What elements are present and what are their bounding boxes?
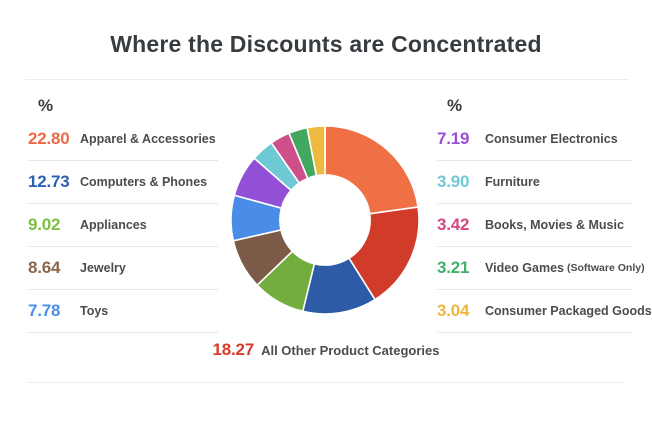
legend-value: 18.27 (212, 340, 255, 359)
legend-label: Appliances (80, 218, 147, 232)
donut-slice-consumer-packaged-goods (306, 125, 326, 177)
percent-header-left: % (38, 96, 54, 115)
percent-header-right: % (447, 96, 463, 115)
legend-label: Toys (80, 304, 109, 318)
legend-value: 3.04 (437, 301, 470, 320)
legend-item-furniture: 3.90 Furniture (437, 161, 633, 204)
page-title: Where the Discounts are Concentrated (110, 31, 542, 57)
legend-label: Video Games (485, 261, 564, 275)
legend-item-books-movies-music: 3.42 Books, Movies & Music (437, 204, 633, 247)
legend-label: Computers & Phones (80, 175, 208, 189)
title-divider (25, 79, 628, 80)
legend-item-appliances: 9.02 Appliances (28, 204, 218, 247)
legend-item-toys: 7.78 Toys (28, 290, 218, 333)
legend-label-small: (Software Only) (566, 262, 645, 274)
legend-label: Consumer Electronics (485, 132, 618, 146)
legend-value: 7.19 (437, 129, 470, 148)
donut-slice-apparel-accessories (324, 125, 420, 215)
legend-item-apparel-accessories: 22.80 Apparel & Accessories (28, 118, 218, 161)
bottom-divider (28, 382, 624, 383)
legend-item-computers-phones: 12.73 Computers & Phones (28, 161, 218, 204)
legend-item-video-games: 3.21 Video Games (Software Only) (437, 247, 645, 290)
legend-right: % 7.19 Consumer Electronics 3.90 Furnitu… (437, 94, 652, 333)
legend-left: % 22.80 Apparel & Accessories 12.73 Comp… (28, 94, 218, 333)
legend-item-all-other-categories: 18.27 All Other Product Categories (0, 340, 652, 360)
legend-item-consumer-electronics: 7.19 Consumer Electronics (437, 118, 633, 161)
donut-chart-container (229, 124, 421, 316)
legend-value: 3.42 (437, 215, 470, 234)
legend-label: Consumer Packaged Goods (485, 304, 652, 318)
legend-label: Furniture (485, 175, 540, 189)
legend-item-consumer-packaged-goods: 3.04 Consumer Packaged Goods (437, 290, 652, 333)
legend-value: 3.21 (437, 258, 470, 277)
donut-chart (230, 125, 420, 315)
legend-value: 7.78 (28, 301, 61, 320)
legend-value: 9.02 (28, 215, 61, 234)
legend-label: Apparel & Accessories (80, 132, 216, 146)
legend-label: Jewelry (80, 261, 126, 275)
legend-value: 22.80 (28, 129, 70, 148)
legend-value: 3.90 (437, 172, 470, 191)
legend-value: 12.73 (28, 172, 70, 191)
legend-item-jewelry: 8.64 Jewelry (28, 247, 218, 290)
legend-label: All Other Product Categories (261, 342, 440, 358)
legend-value: 8.64 (28, 258, 61, 277)
legend-label: Books, Movies & Music (485, 218, 624, 232)
